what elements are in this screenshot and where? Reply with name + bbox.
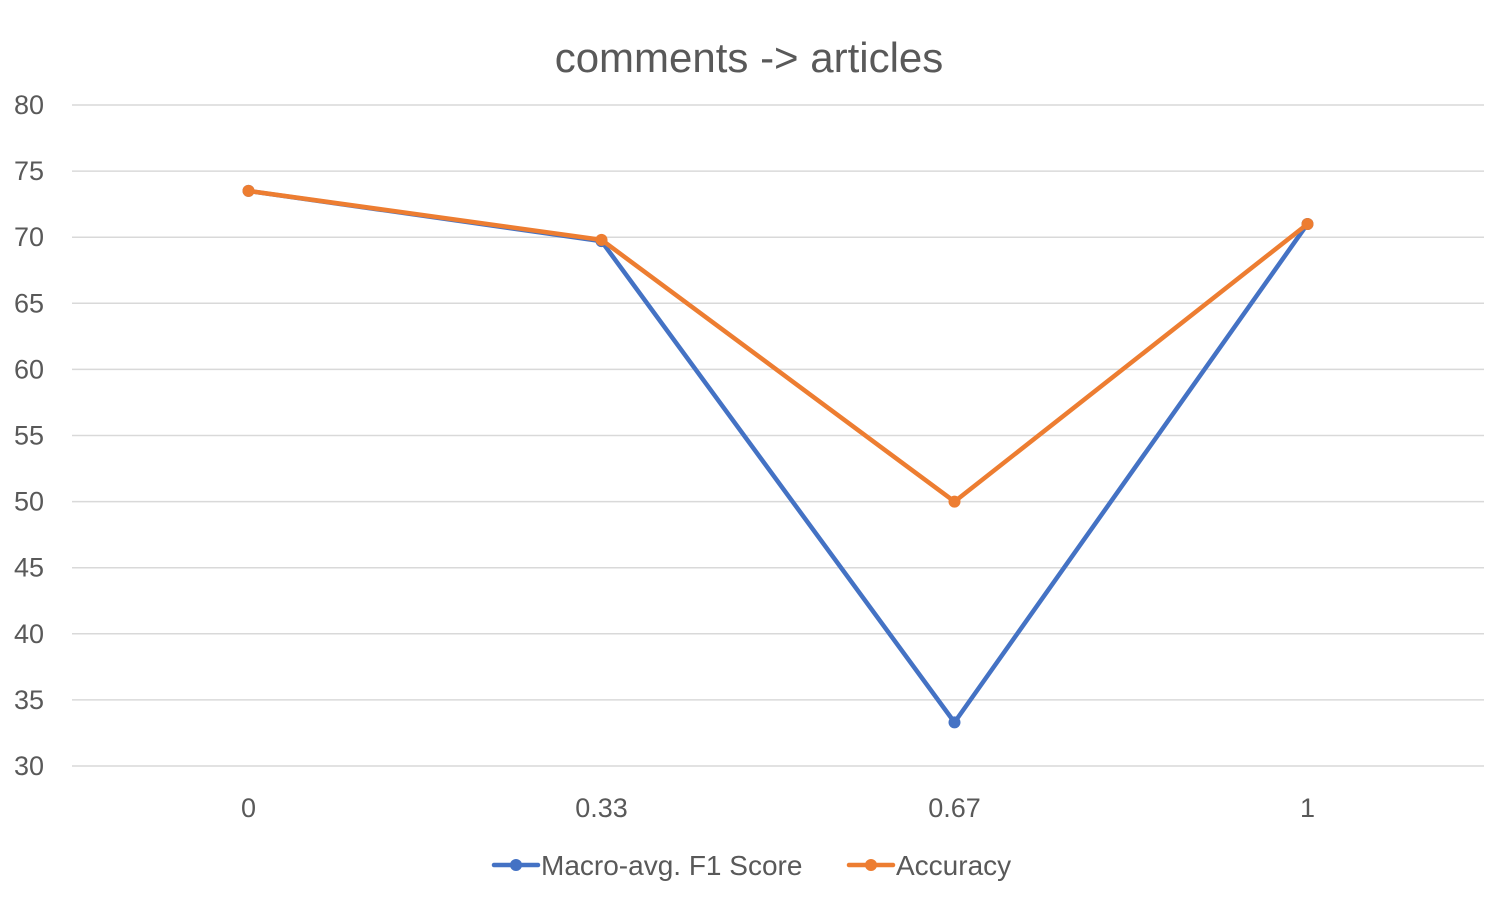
x-tick-label: 0 — [241, 793, 256, 823]
series-line — [246, 188, 1310, 725]
y-tick-label: 35 — [14, 685, 44, 715]
chart-title: comments -> articles — [555, 34, 944, 81]
y-tick-label: 50 — [14, 487, 44, 517]
series-macro-avg-f1-score — [242, 184, 1314, 729]
x-tick-label: 0.33 — [575, 793, 628, 823]
series-accuracy — [242, 184, 1314, 508]
y-tick-label: 80 — [14, 90, 44, 120]
legend-label: Macro-avg. F1 Score — [541, 850, 802, 881]
y-tick-label: 60 — [14, 354, 44, 384]
legend-label: Accuracy — [896, 850, 1011, 881]
legend-swatch-marker — [510, 859, 522, 871]
legend-swatch-marker — [865, 859, 877, 871]
y-axis-ticks: 30 35 40 45 50 55 60 65 70 75 80 — [14, 90, 44, 781]
y-tick-label: 65 — [14, 288, 44, 318]
series-lines — [242, 184, 1314, 729]
data-point — [1301, 217, 1314, 230]
legend-item: Accuracy — [846, 850, 1011, 881]
legend-item: Macro-avg. F1 Score — [491, 850, 802, 881]
data-point — [595, 233, 608, 246]
gridlines — [72, 104, 1484, 767]
x-tick-label: 1 — [1300, 793, 1315, 823]
series-line — [246, 188, 1310, 504]
y-tick-label: 70 — [14, 222, 44, 252]
y-tick-label: 75 — [14, 156, 44, 186]
x-tick-label: 0.67 — [928, 793, 981, 823]
y-tick-label: 30 — [14, 751, 44, 781]
y-tick-label: 55 — [14, 421, 44, 451]
x-axis-ticks: 0 0.33 0.67 1 — [241, 793, 1315, 823]
data-point — [948, 716, 961, 729]
y-tick-label: 45 — [14, 553, 44, 583]
data-point — [242, 184, 255, 197]
legend: Macro-avg. F1 Score Accuracy — [491, 850, 1011, 881]
data-point — [948, 495, 961, 508]
y-tick-label: 40 — [14, 619, 44, 649]
